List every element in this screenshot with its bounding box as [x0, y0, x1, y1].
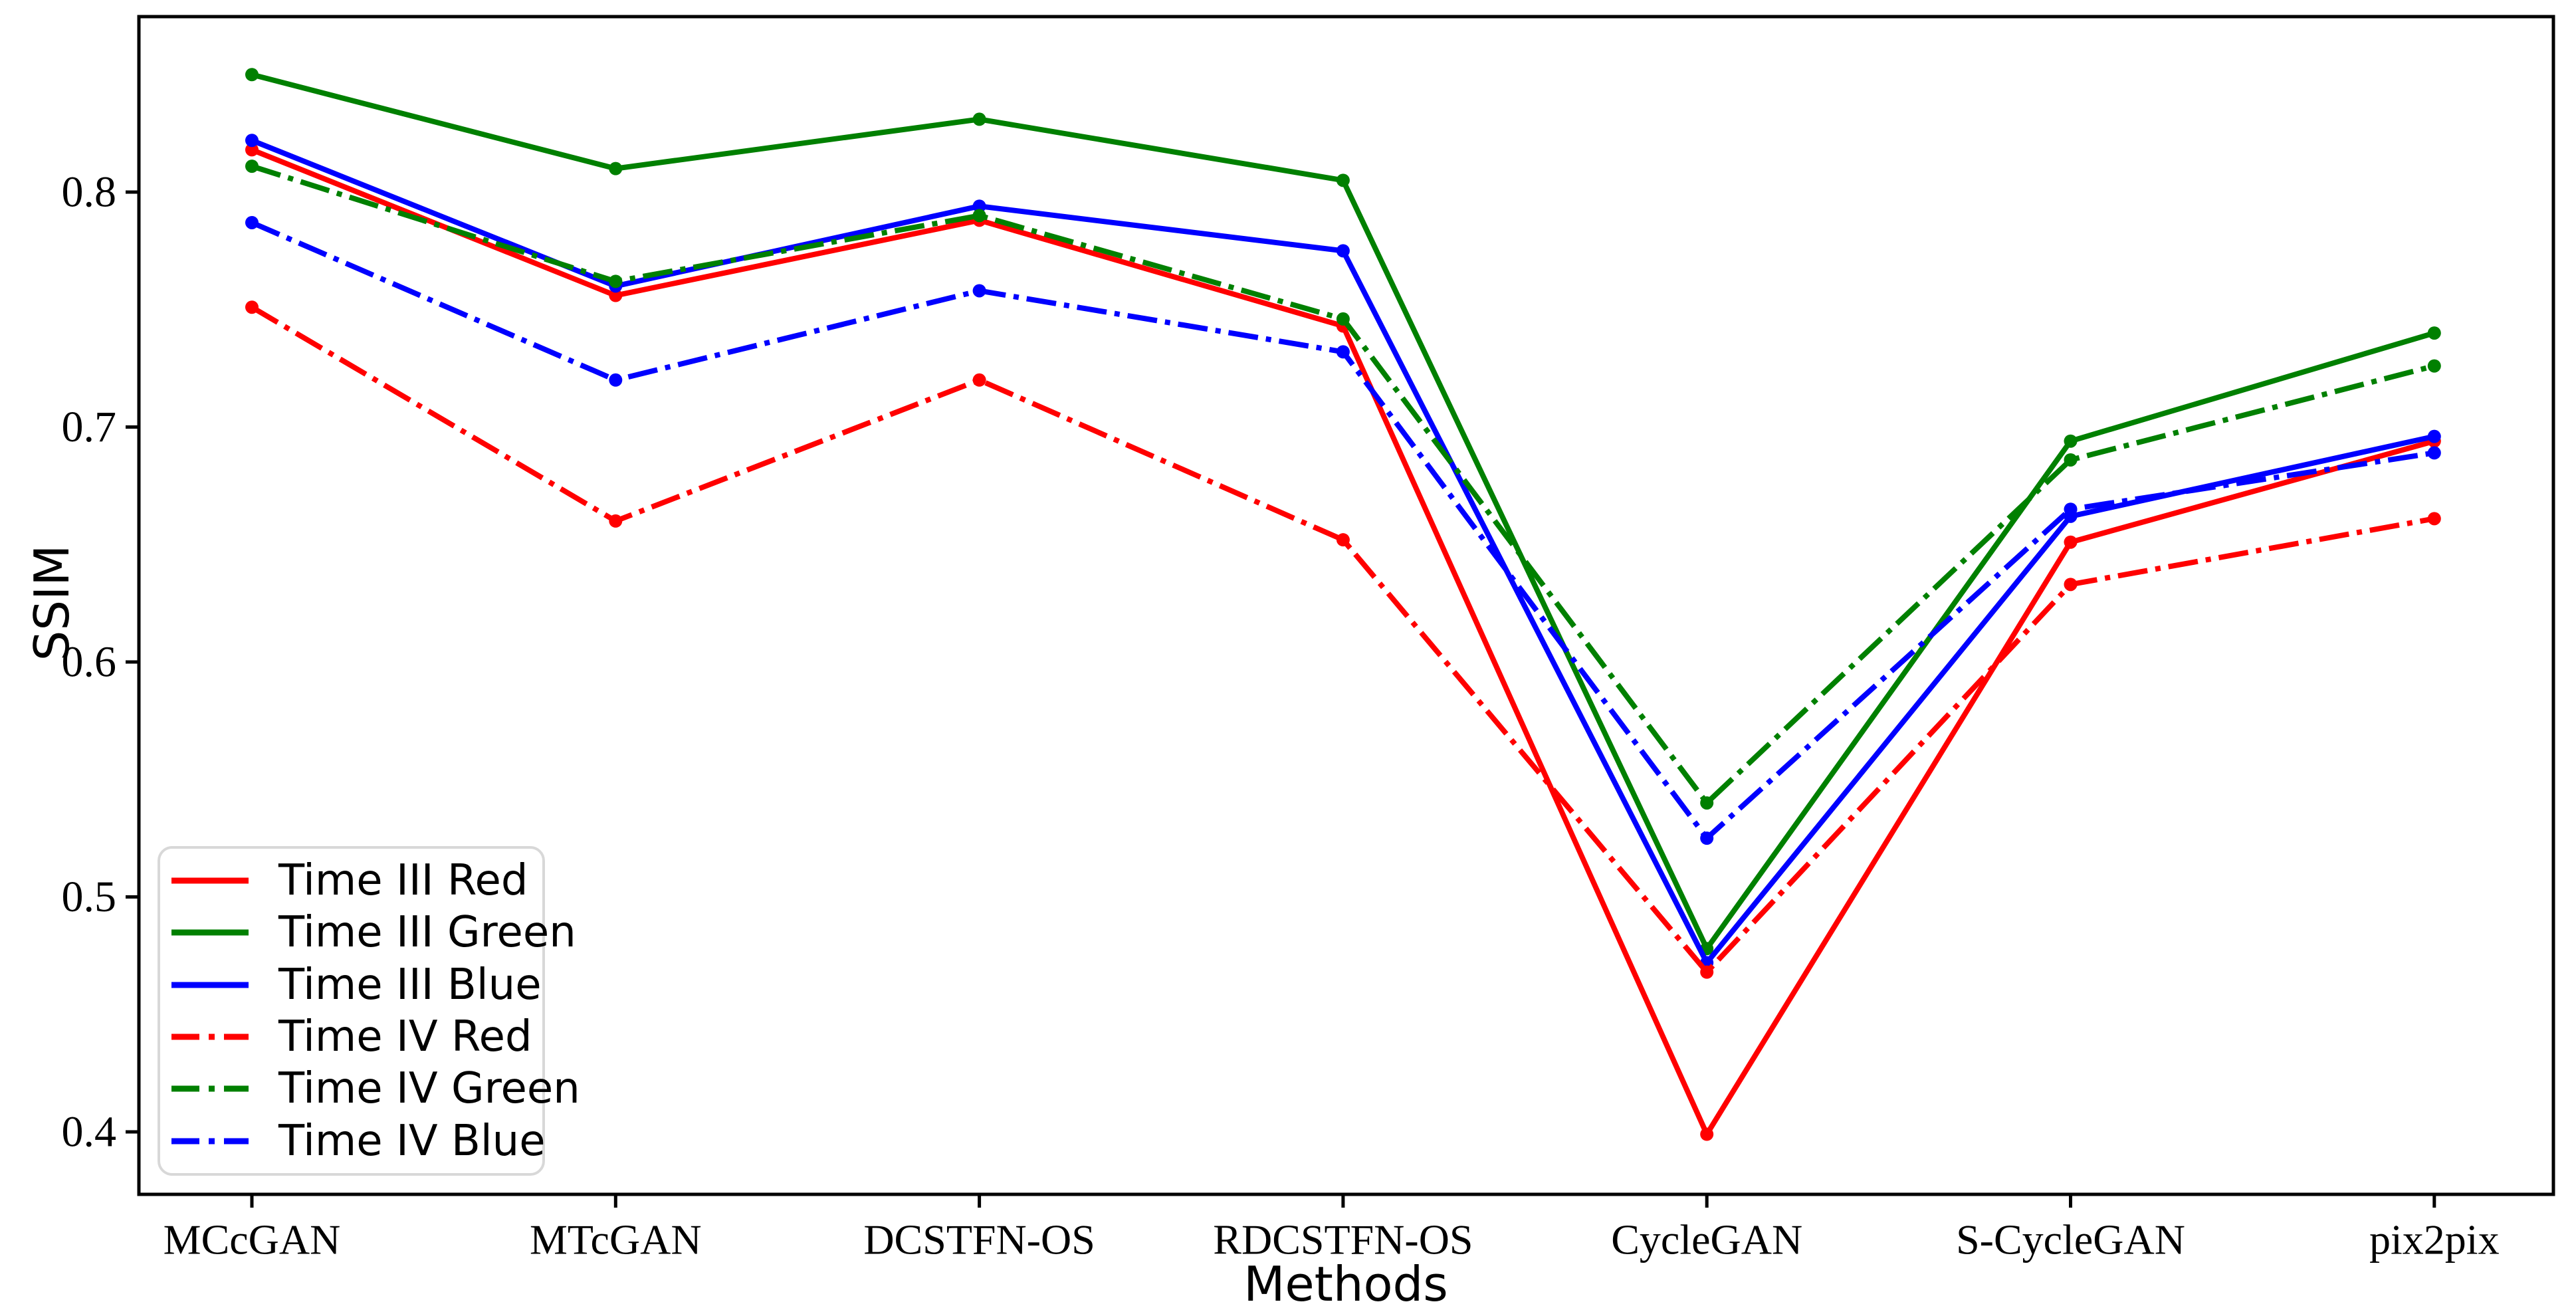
legend-label: Time III Blue	[278, 960, 542, 1010]
series-marker-time-iv-blue	[972, 284, 986, 298]
series-marker-time-iii-red	[245, 143, 259, 157]
x-tick-label: RDCSTFN-OS	[1213, 1216, 1473, 1263]
series-marker-time-iii-red	[1700, 1127, 1714, 1141]
legend-item-time-iii-blue: Time III Blue	[160, 959, 542, 1011]
x-tick-label: pix2pix	[2369, 1216, 2500, 1263]
series-marker-time-iv-red	[1336, 533, 1350, 547]
series-marker-time-iii-blue	[2427, 429, 2441, 443]
legend-label: Time IV Green	[278, 1064, 580, 1114]
series-marker-time-iv-red	[972, 373, 986, 387]
x-axis-label: Methods	[1243, 1256, 1448, 1308]
series-marker-time-iv-green	[2427, 359, 2441, 373]
y-tick-label: 0.4	[62, 1108, 117, 1156]
series-line-time-iv-green	[251, 164, 2435, 808]
legend-box: Time III Red Time III Green Time III Blu…	[158, 846, 580, 1176]
series-marker-time-iv-green	[609, 274, 623, 288]
series-marker-time-iii-green	[245, 68, 259, 82]
legend-line-sample-time-iii-red	[171, 877, 249, 884]
legend-label: Time III Green	[278, 908, 576, 958]
series-marker-time-iii-green	[1336, 173, 1350, 187]
legend-item-time-iv-red: Time IV Red	[160, 1011, 542, 1063]
series-marker-time-iv-blue	[245, 215, 259, 229]
x-tick-label: S-CycleGAN	[1956, 1216, 2185, 1263]
series-marker-time-iii-green	[2064, 434, 2078, 448]
series-marker-time-iv-green	[2064, 453, 2078, 467]
series-marker-time-iv-red	[2064, 578, 2078, 592]
series-marker-time-iv-red	[609, 514, 623, 528]
legend-line-sample-time-iv-red	[171, 1034, 249, 1040]
x-tick-label: MCcGAN	[163, 1216, 341, 1263]
series-marker-time-iii-red	[609, 288, 623, 302]
series-marker-time-iv-green	[972, 209, 986, 223]
legend-line-sample-time-iii-blue	[171, 982, 249, 988]
series-line-time-iv-red	[250, 304, 2435, 976]
series-marker-time-iv-red	[245, 300, 259, 314]
legend-line-sample-time-iii-green	[171, 929, 249, 936]
series-marker-time-iii-green	[2427, 326, 2441, 340]
y-tick-label: 0.8	[62, 168, 117, 217]
series-marker-time-iv-red	[1700, 965, 1714, 979]
legend-item-time-iv-green: Time IV Green	[160, 1063, 580, 1115]
series-marker-time-iv-blue	[609, 373, 623, 387]
legend-label: Time IV Red	[278, 1012, 532, 1062]
y-tick-label: 0.5	[62, 873, 117, 921]
y-tick-label: 0.7	[62, 403, 117, 451]
series-marker-time-iv-red	[2427, 512, 2441, 526]
series-marker-time-iv-blue	[2064, 502, 2078, 516]
axes-spines	[137, 15, 2555, 1196]
series-marker-time-iii-green	[609, 162, 623, 175]
legend-line-sample-time-iv-blue	[171, 1138, 249, 1144]
x-tick-label: DCSTFN-OS	[863, 1216, 1095, 1263]
series-marker-time-iv-blue	[2427, 446, 2441, 460]
legend-label: Time IV Blue	[278, 1116, 546, 1166]
series-line-time-iii-blue	[251, 138, 2435, 968]
series-marker-time-iii-blue	[245, 134, 259, 148]
y-axis-label: SSIM	[24, 544, 80, 661]
series-marker-time-iv-green	[245, 160, 259, 173]
legend-item-time-iii-green: Time III Green	[160, 907, 576, 958]
series-marker-time-iii-blue	[1336, 244, 1350, 258]
series-marker-time-iii-red	[2064, 535, 2078, 549]
series-marker-time-iv-green	[1700, 796, 1714, 810]
series-line-time-iii-green	[251, 72, 2435, 954]
legend-item-time-iii-red: Time III Red	[160, 855, 542, 907]
legend-line-sample-time-iv-green	[171, 1085, 249, 1092]
x-tick-label: CycleGAN	[1611, 1216, 1802, 1263]
legend-label: Time III Red	[278, 856, 528, 906]
x-tick-label: MTcGAN	[530, 1216, 702, 1263]
series-marker-time-iii-blue	[972, 199, 986, 213]
series-marker-time-iv-blue	[1700, 831, 1714, 845]
series-marker-time-iv-blue	[1336, 345, 1350, 359]
series-line-time-iii-red	[251, 147, 2435, 1141]
series-marker-time-iv-green	[1336, 312, 1350, 326]
series-marker-time-iii-green	[972, 112, 986, 126]
y-tick-label: 0.6	[62, 638, 117, 687]
legend-item-time-iv-blue: Time IV Blue	[160, 1115, 546, 1167]
